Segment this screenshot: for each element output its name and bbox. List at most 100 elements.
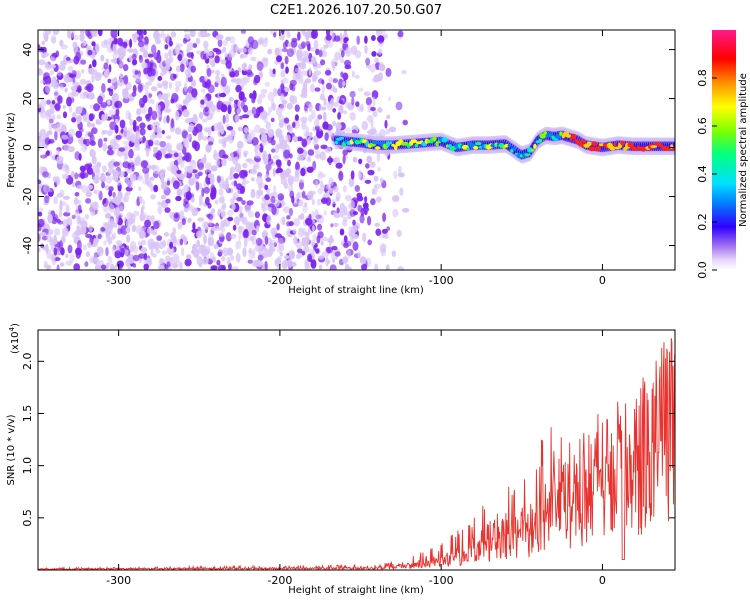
noise-speckle [38, 207, 44, 212]
noise-speckle [158, 83, 163, 89]
noise-speckle [198, 111, 204, 120]
noise-speckle [104, 212, 112, 219]
noise-speckle [280, 62, 285, 70]
noise-speckle [198, 201, 204, 207]
noise-speckle [359, 214, 365, 224]
noise-speckle [123, 64, 129, 72]
noise-speckle [280, 83, 285, 91]
noise-speckle [256, 225, 260, 232]
noise-speckle [122, 41, 128, 49]
noise-speckle [53, 247, 58, 256]
noise-speckle [238, 226, 245, 232]
noise-speckle [88, 93, 95, 100]
noise-speckle [250, 168, 258, 175]
noise-speckle [104, 39, 108, 46]
noise-speckle [101, 83, 106, 93]
noise-speckle [176, 65, 181, 73]
noise-speckle [307, 137, 311, 143]
noise-speckle [123, 75, 129, 85]
noise-speckle [273, 32, 277, 38]
noise-speckle [163, 83, 169, 90]
noise-speckle [322, 121, 329, 130]
noise-speckle [342, 216, 348, 222]
noise-speckle [283, 149, 291, 159]
noise-speckle [143, 67, 149, 75]
noise-speckle [364, 44, 368, 54]
noise-speckle [318, 255, 324, 260]
noise-speckle [57, 95, 63, 104]
noise-speckle [242, 104, 249, 113]
noise-speckle [100, 264, 107, 270]
noise-speckle [212, 47, 220, 53]
noise-speckle [320, 240, 324, 246]
noise-speckle [279, 119, 285, 128]
noise-speckle [91, 127, 98, 135]
noise-speckle [124, 248, 129, 256]
noise-speckle [362, 206, 370, 213]
noise-speckle [391, 250, 396, 257]
noise-speckle [102, 203, 110, 213]
noise-speckle [397, 30, 404, 38]
noise-speckle [101, 181, 106, 189]
noise-speckle [253, 163, 260, 170]
noise-speckle [258, 245, 263, 255]
noise-speckle [74, 172, 79, 180]
noise-speckle [332, 257, 336, 264]
noise-speckle [374, 57, 379, 63]
noise-speckle [103, 62, 109, 70]
noise-speckle [361, 263, 368, 270]
noise-speckle [63, 211, 71, 217]
noise-speckle [190, 196, 195, 203]
noise-speckle [319, 151, 326, 161]
noise-speckle [138, 186, 142, 192]
noise-speckle [318, 78, 324, 84]
noise-speckle [175, 195, 182, 202]
noise-speckle [116, 240, 123, 247]
noise-speckle [59, 262, 65, 267]
noise-speckle [107, 255, 113, 266]
noise-speckle [241, 216, 248, 225]
noise-speckle [140, 206, 144, 217]
noise-speckle [113, 197, 122, 206]
signal-peak [338, 136, 345, 140]
noise-speckle [308, 67, 312, 76]
noise-speckle [297, 248, 303, 254]
signal-peak [586, 141, 592, 147]
noise-speckle [114, 265, 118, 270]
noise-speckle [132, 84, 137, 94]
noise-speckle [182, 37, 188, 44]
noise-speckle [118, 53, 122, 61]
noise-speckle [181, 247, 185, 257]
noise-speckle [159, 264, 165, 270]
noise-speckle [287, 183, 294, 193]
noise-speckle [388, 126, 397, 133]
noise-speckle [210, 265, 218, 270]
noise-speckle [149, 242, 156, 250]
noise-speckle [57, 220, 64, 225]
spectrogram-x-tick-label: -300 [106, 274, 131, 287]
noise-speckle [378, 63, 386, 72]
noise-speckle [85, 251, 91, 258]
noise-speckle [372, 96, 376, 107]
noise-speckle [295, 240, 303, 250]
colorbar: 0.0 0.2 0.4 0.6 0.8 Normalized spectral ampl… [696, 30, 749, 279]
noise-speckle [76, 184, 84, 190]
noise-speckle [151, 214, 155, 224]
noise-speckle [206, 100, 214, 108]
noise-speckle [317, 114, 323, 120]
noise-speckle [42, 30, 47, 40]
noise-speckle [128, 148, 134, 159]
noise-speckle [324, 70, 332, 76]
noise-speckle [157, 206, 163, 215]
noise-speckle [50, 242, 55, 252]
noise-speckle [175, 110, 180, 121]
noise-speckle [329, 187, 334, 194]
noise-speckle [314, 118, 320, 127]
noise-speckle [222, 114, 226, 124]
noise-speckle [89, 140, 96, 146]
noise-speckle [332, 120, 336, 127]
noise-speckle [176, 169, 182, 175]
noise-speckle [296, 155, 304, 161]
noise-speckle [277, 256, 282, 261]
noise-speckle [271, 205, 277, 215]
